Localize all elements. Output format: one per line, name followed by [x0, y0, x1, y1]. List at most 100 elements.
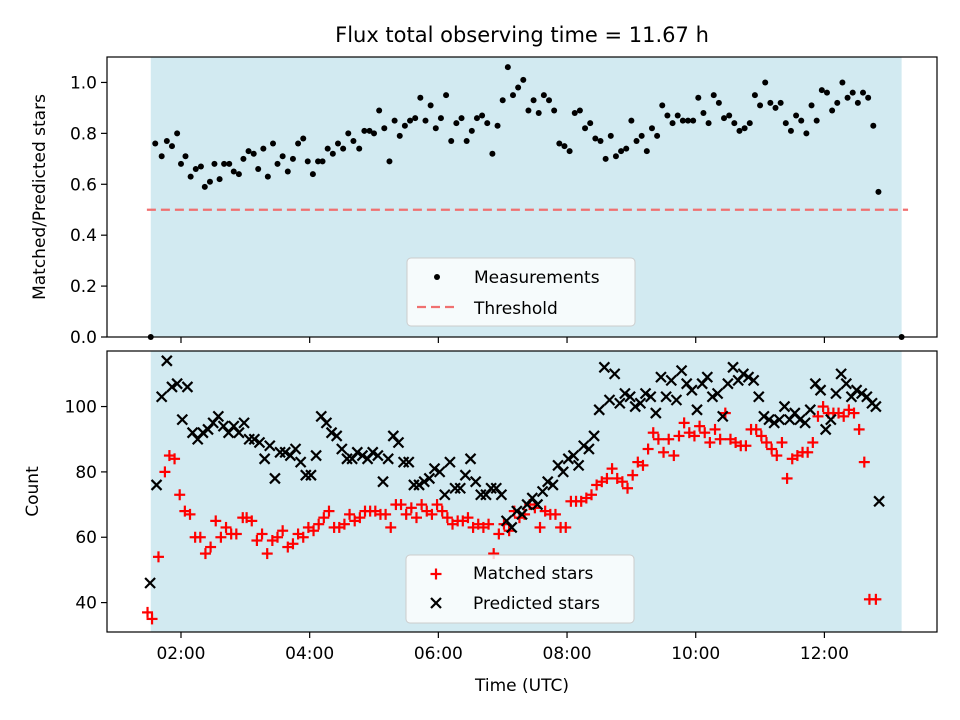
matched-star-point — [318, 512, 330, 524]
matched-star-point — [848, 407, 860, 419]
measurement-point — [705, 120, 712, 127]
matched-star-point — [668, 450, 680, 462]
matched-star-point — [560, 521, 572, 533]
predicted-star-point — [804, 404, 817, 416]
measurement-point — [192, 166, 199, 172]
predicted-star-point — [181, 381, 194, 393]
predicted-star-point — [670, 394, 683, 406]
predicted-star-point — [835, 368, 847, 380]
measurement-point — [197, 163, 204, 170]
legend-threshold-label: Threshold — [473, 299, 558, 319]
measurement-point — [612, 153, 619, 160]
measurement-point — [361, 127, 368, 134]
predicted-star-point — [464, 453, 477, 465]
measurement-point — [250, 150, 257, 157]
measurement-point — [437, 115, 444, 122]
measurement-point — [158, 153, 165, 160]
x-tick-label: 06:00 — [414, 644, 463, 664]
matched-star-point — [616, 476, 628, 488]
matched-star-point — [410, 512, 422, 524]
matched-star-point — [688, 430, 700, 442]
matched-star-point — [755, 430, 767, 442]
measurement-point — [463, 138, 470, 144]
matched-star-point — [380, 508, 392, 520]
predicted-star-point — [855, 387, 868, 400]
x-tick-label: 04:00 — [285, 644, 334, 664]
y-tick-label: 40 — [75, 594, 97, 614]
measurement-point — [504, 64, 511, 71]
predicted-star-point — [511, 505, 523, 517]
matched-star-point — [220, 521, 232, 533]
measurement-point — [216, 176, 223, 183]
count-axes: 40 60 80 100 02:00 04:00 06:00 08:00 10:00 12:00… — [23, 350, 938, 696]
predicted-star-point — [155, 390, 168, 403]
measurement-point — [309, 171, 316, 178]
matched-star-point — [642, 443, 654, 455]
legend-matched-label: Matched stars — [473, 564, 593, 584]
measurement-point — [767, 99, 774, 106]
measurement-point — [643, 148, 650, 155]
measurement-point — [803, 130, 810, 137]
measurement-point — [458, 115, 465, 122]
y-tick-label: 1.0 — [70, 73, 97, 93]
ratio-legend: Measurements Threshold — [406, 257, 636, 327]
predicted-star-point — [608, 368, 621, 380]
predicted-star-point — [536, 485, 549, 498]
measurement-point — [315, 158, 322, 165]
predicted-star-point — [541, 475, 554, 488]
predicted-star-point — [372, 449, 384, 462]
predicted-star-point — [701, 371, 714, 383]
y-tick-label: 0.8 — [70, 124, 97, 144]
predicted-star-point — [238, 417, 250, 429]
count-y-axis-label: Count — [23, 466, 43, 517]
measurement-point — [726, 112, 733, 119]
matched-star-point — [441, 512, 453, 524]
measurement-point — [854, 99, 861, 106]
predicted-star-point — [547, 479, 559, 491]
measurement-point — [468, 127, 475, 134]
measurement-point — [561, 143, 568, 150]
measurement-point — [844, 94, 851, 101]
measurement-point — [473, 115, 480, 122]
predicted-star-point — [366, 446, 379, 459]
measurement-point — [777, 99, 784, 106]
matched-star-point — [251, 535, 263, 547]
measurement-point — [587, 120, 594, 127]
ratio-x-ticks — [180, 337, 826, 343]
measurement-point — [849, 89, 856, 96]
measurement-point — [453, 120, 460, 127]
measurement-point — [422, 117, 429, 124]
matched-star-point — [652, 433, 664, 445]
measurement-point — [279, 153, 286, 160]
measurement-point — [245, 148, 252, 155]
measurement-point — [432, 125, 439, 132]
matched-star-point — [426, 508, 438, 520]
predicted-star-point — [289, 443, 302, 455]
measurement-point — [260, 145, 267, 152]
matched-star-point — [637, 459, 649, 471]
measurement-point — [177, 160, 184, 167]
y-tick-label: 60 — [75, 528, 97, 548]
measurement-point — [270, 140, 276, 147]
predicted-star-point — [336, 443, 348, 455]
predicted-star-point — [572, 459, 585, 472]
matched-star-point — [395, 499, 407, 511]
legend-predicted-label: Predicted stars — [473, 594, 600, 614]
x-axis-label: Time (UTC) — [474, 676, 569, 696]
measurement-point — [602, 155, 609, 162]
measurement-point — [356, 145, 363, 152]
measurement-point — [401, 122, 408, 129]
matched-star-point — [606, 463, 618, 475]
predicted-star-point — [505, 521, 518, 534]
predicted-star-point — [758, 410, 770, 423]
predicted-star-point — [459, 469, 472, 481]
matched-star-point — [308, 525, 320, 537]
measurement-point — [721, 115, 728, 122]
measurement-point — [659, 102, 666, 109]
measurement-point — [597, 138, 604, 144]
measurement-point — [576, 107, 583, 114]
matched-star-point — [194, 531, 206, 543]
measurement-point — [710, 92, 717, 99]
predicted-star-point — [768, 417, 780, 429]
matched-star-point — [354, 512, 366, 524]
